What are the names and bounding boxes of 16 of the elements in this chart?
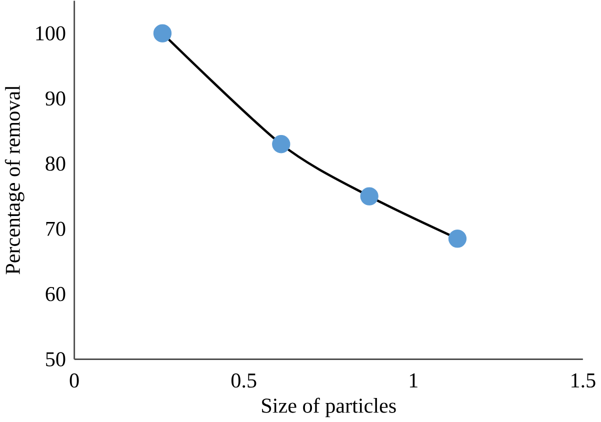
point: [360, 187, 378, 206]
y-tick-label: 60: [46, 286, 66, 302]
x-tick-label: 1: [410, 373, 418, 388]
x-tick-label: 0.5: [231, 373, 256, 388]
y-tick-label: 90: [46, 91, 66, 106]
y-axis-title: Percentage of removal: [4, 85, 24, 274]
y-tick-label: 100: [36, 26, 66, 40]
point: [153, 24, 172, 42]
y-tick-label: 50: [46, 352, 66, 366]
y-tick-label: 70: [46, 222, 66, 236]
x-tick-label: 0: [70, 373, 79, 388]
x-tick-label: 1.5: [572, 373, 596, 388]
point: [448, 230, 467, 248]
y-tick-label: 80: [46, 156, 66, 171]
point: [272, 135, 290, 154]
x-axis-title: Size of particles: [262, 398, 396, 418]
